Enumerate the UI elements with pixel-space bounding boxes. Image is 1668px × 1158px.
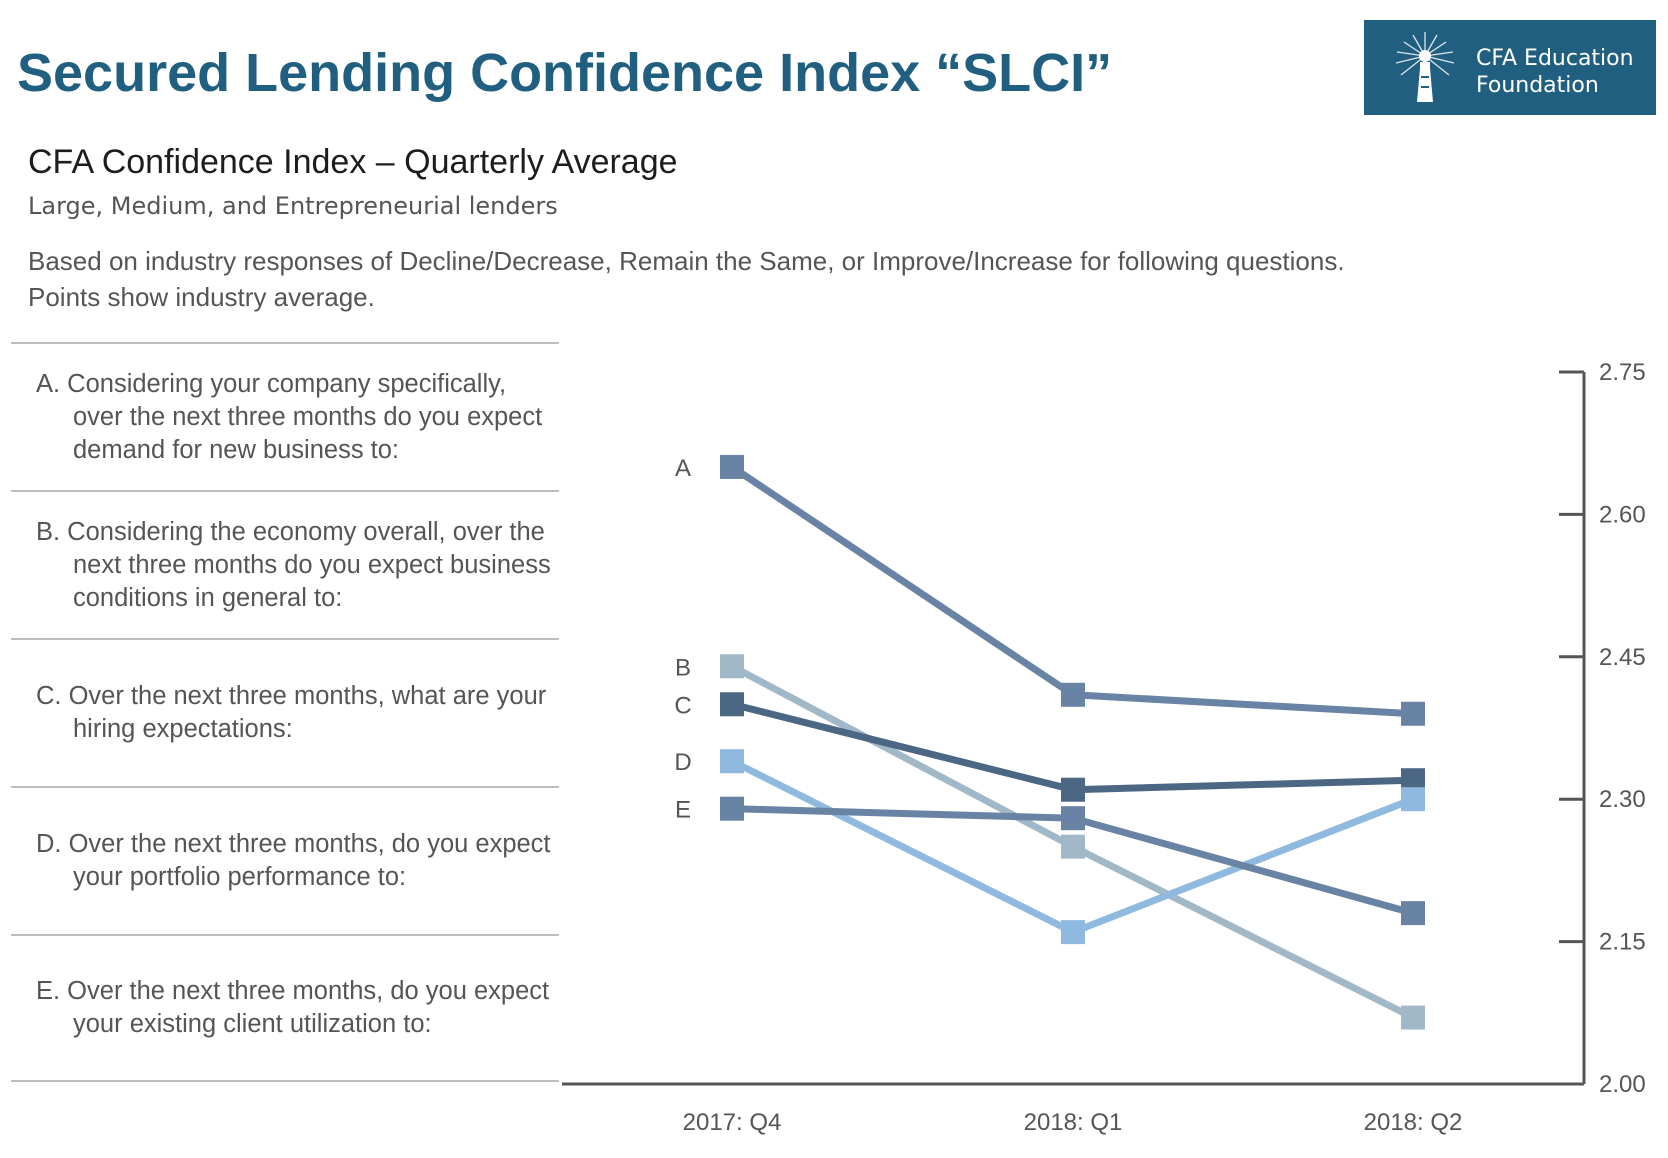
series-point-a-0 <box>720 454 744 479</box>
x-tick-label-2: 2018: Q2 <box>1364 1109 1463 1136</box>
series-point-d-2 <box>1401 787 1425 812</box>
chart-sub-subtitle: Large, Medium, and Entrepreneurial lende… <box>28 192 558 220</box>
y-tick-label-2: 2.45 <box>1599 644 1646 671</box>
question-d-text: D. Over the next three months, do you ex… <box>36 830 551 891</box>
series-label-a: A <box>675 455 691 482</box>
description-line-1: Based on industry responses of Decline/D… <box>28 246 1345 276</box>
x-tick-label-1: 2018: Q1 <box>1024 1109 1123 1136</box>
chart-description: Based on industry responses of Decline/D… <box>28 243 1628 315</box>
description-line-2: Points show industry average. <box>28 282 375 312</box>
y-tick-label-5: 2.00 <box>1599 1071 1646 1098</box>
page-title: Secured Lending Confidence Index “SLCI” <box>17 43 1113 103</box>
series-label-c: C <box>674 692 691 719</box>
series-label-d: D <box>674 749 691 776</box>
question-b-text: B. Considering the economy overall, over… <box>36 517 551 612</box>
lighthouse-icon <box>1395 32 1455 102</box>
x-tick-label-0: 2017: Q4 <box>683 1109 782 1136</box>
series-point-b-2 <box>1401 1005 1425 1030</box>
y-tick-label-0: 2.75 <box>1599 359 1646 386</box>
question-e-text: E. Over the next three months, do you ex… <box>36 977 550 1038</box>
series-point-e-2 <box>1401 901 1425 926</box>
y-tick-label-3: 2.30 <box>1599 786 1646 813</box>
series-point-d-0 <box>720 749 744 774</box>
question-e: E. Over the next three months, do you ex… <box>11 934 559 1082</box>
series-point-b-1 <box>1061 834 1085 859</box>
series-point-a-2 <box>1401 701 1425 726</box>
series-line-a <box>730 464 1414 718</box>
series-point-e-1 <box>1061 806 1085 831</box>
series-point-e-0 <box>720 796 744 821</box>
question-b: B. Considering the economy overall, over… <box>11 490 559 638</box>
series-point-d-1 <box>1061 920 1085 945</box>
y-tick-label-4: 2.15 <box>1599 929 1646 956</box>
question-c: C. Over the next three months, what are … <box>11 638 559 786</box>
series-point-c-1 <box>1061 777 1085 802</box>
series-point-c-0 <box>720 692 744 717</box>
cfa-education-foundation-logo: CFA Education Foundation <box>1364 20 1656 115</box>
y-tick-label-1: 2.60 <box>1599 501 1646 528</box>
question-a: A. Considering your company specifically… <box>11 342 559 490</box>
logo-text-line2: Foundation <box>1476 73 1599 98</box>
series-label-b: B <box>675 654 691 681</box>
question-a-text: A. Considering your company specifically… <box>36 369 543 464</box>
series-point-b-0 <box>720 654 744 679</box>
question-list: A. Considering your company specifically… <box>11 342 559 1082</box>
question-d: D. Over the next three months, do you ex… <box>11 786 559 934</box>
question-c-text: C. Over the next three months, what are … <box>36 682 547 743</box>
series-point-a-1 <box>1061 682 1085 707</box>
series-label-e: E <box>675 797 691 824</box>
chart-subtitle: CFA Confidence Index – Quarterly Average <box>28 143 678 181</box>
logo-text-line1: CFA Education <box>1476 46 1634 71</box>
